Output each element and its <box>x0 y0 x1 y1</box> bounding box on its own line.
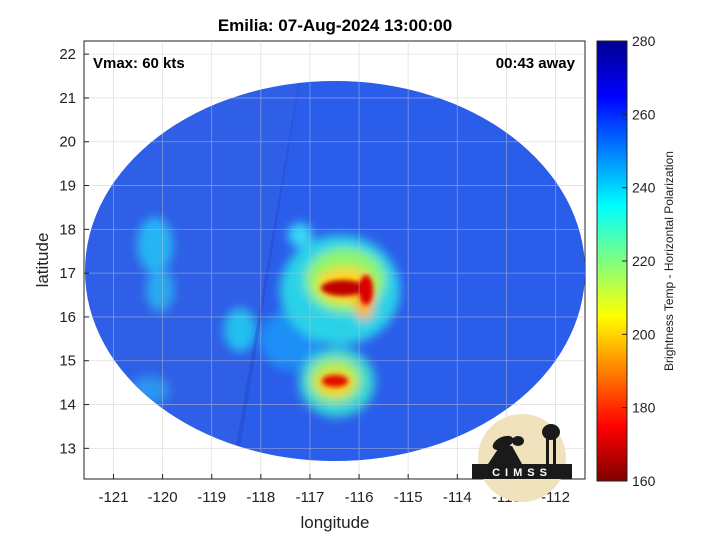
colorbar-label: Brightness Temp - Horizontal Polarizatio… <box>662 151 676 371</box>
brightness-temp-swath <box>85 81 585 461</box>
logo-water-tower <box>542 424 560 440</box>
x-tick-label: -121 <box>98 489 128 506</box>
y-tick-label: 20 <box>59 134 76 151</box>
colorbar-ticks: 160 180 200 220 240 260 280 <box>622 33 656 489</box>
outer-band-south-west <box>224 308 256 352</box>
logo-text: CIMSS <box>492 467 552 479</box>
outer-band-west-2 <box>146 268 174 312</box>
y-tick-label: 18 <box>59 221 76 238</box>
y-tick-label: 15 <box>59 353 76 370</box>
grid-lines <box>84 41 585 479</box>
cold-core-east <box>359 275 373 305</box>
colorbar-tick-label: 280 <box>632 33 656 49</box>
cold-core-north <box>321 280 365 296</box>
x-tick-label: -118 <box>246 489 275 506</box>
colorbar-tick-label: 220 <box>632 253 656 269</box>
logo-tower-leg-2 <box>553 438 556 464</box>
x-tick-label: -115 <box>394 489 423 506</box>
y-tick-label: 16 <box>59 309 76 326</box>
vmax-annotation: Vmax: 60 kts <box>93 55 185 72</box>
x-axis-label: longitude <box>300 513 369 532</box>
logo-dish <box>492 435 514 451</box>
x-tick-label: -119 <box>197 489 226 506</box>
colorbar-tick-label: 160 <box>632 473 656 489</box>
y-tick-label: 19 <box>59 178 76 195</box>
chart-title: Emilia: 07-Aug-2024 13:00:00 <box>218 16 452 35</box>
y-tick-label: 22 <box>59 46 76 63</box>
y-tick-label: 13 <box>59 440 76 457</box>
colorbar-tick-label: 260 <box>632 106 656 122</box>
x-tick-label: -116 <box>345 489 374 506</box>
logo-building <box>488 446 522 464</box>
colorbar-tick-label: 240 <box>632 180 656 196</box>
logo-tower-leg <box>546 438 549 464</box>
swath-seam <box>230 81 300 461</box>
y-axis-label: latitude <box>33 233 52 288</box>
y-tick-label: 21 <box>59 90 76 107</box>
cimss-logo: CIMSS <box>472 414 572 502</box>
logo-dish-2 <box>512 436 524 446</box>
colorbar-tick-label: 180 <box>632 400 656 416</box>
x-tick-label: -114 <box>443 489 472 506</box>
x-tick-label: -117 <box>295 489 324 506</box>
logo-band <box>472 464 572 479</box>
y-axis-ticks: 13 14 15 16 17 18 19 20 21 22 <box>59 46 89 457</box>
y-tick-label: 17 <box>59 265 76 282</box>
outer-band-west <box>137 217 173 273</box>
colorbar-tick-label: 200 <box>632 326 656 342</box>
y-tick-label: 14 <box>59 397 76 414</box>
cold-cores <box>321 275 373 387</box>
x-tick-label: -120 <box>148 489 178 506</box>
cold-core-south <box>322 375 348 387</box>
time-away-annotation: 00:43 away <box>496 55 576 72</box>
